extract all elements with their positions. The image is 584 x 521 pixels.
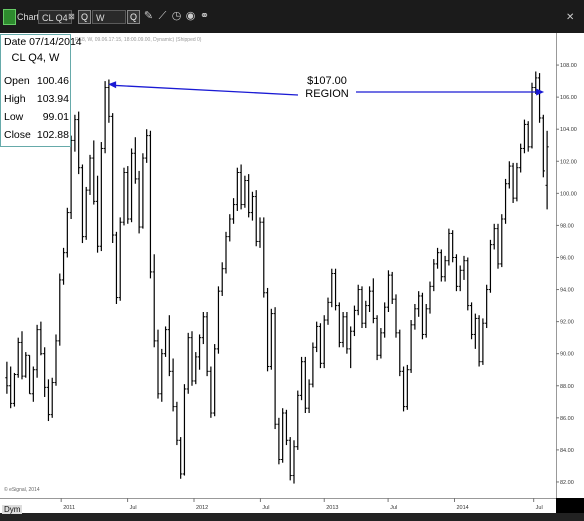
x-tick-label: 2011: [63, 505, 75, 511]
plot-area[interactable]: [0, 33, 556, 498]
x-tick-label: Jul: [390, 505, 397, 511]
close-icon[interactable]: ✕: [566, 12, 575, 23]
x-tick-label: Jul: [130, 505, 137, 511]
data-window-symbol: CL Q4, W: [11, 52, 60, 64]
y-tick-label: 92.00: [560, 320, 574, 326]
y-axis: [556, 33, 584, 498]
data-window-row-low: Low 99.01: [4, 111, 69, 126]
row-value: 100.46: [36, 75, 69, 87]
row-label: Open: [4, 75, 30, 87]
x-axis: [0, 498, 556, 513]
row-value: 103.94: [36, 93, 69, 105]
y-tick-label: 90.00: [560, 352, 574, 358]
data-window-row-open: Open 100.46: [4, 75, 69, 90]
x-tick-label: 2014: [457, 505, 469, 511]
data-window: Date 07/14/2014 CL Q4, W Open 100.46 Hig…: [0, 34, 82, 147]
chart-toolbar: Chart CL Q4 ⊠ Q W Q ✎ ⟋ ◷ ◉ ⚭ ✕: [0, 0, 584, 34]
y-tick-label: 86.00: [560, 416, 574, 422]
x-tick-label: 2012: [196, 505, 208, 511]
link-icon[interactable]: ⚭: [199, 10, 210, 22]
row-label: Low: [4, 111, 24, 123]
clock-icon[interactable]: ◷: [171, 10, 182, 22]
status-bar: [0, 513, 584, 521]
annotation-price: $107.00: [307, 75, 347, 87]
copyright-text: © eSignal, 2014: [4, 487, 40, 493]
y-tick-label: 88.00: [560, 384, 574, 390]
annotation-arrowhead-left: [108, 81, 117, 89]
symbol-dropdown-icon[interactable]: ⊠: [68, 12, 75, 21]
row-label: Close: [4, 129, 31, 141]
annotation-label: REGION: [305, 88, 349, 100]
chart-header-line: RE8, W, 09.06.17:15, 18:00.09.00, Dynami…: [75, 37, 202, 43]
pencil-icon[interactable]: ✎: [143, 10, 154, 22]
y-tick-label: 84.00: [560, 448, 574, 454]
circle-icon[interactable]: ◉: [185, 10, 196, 22]
app-logo-icon: [3, 9, 16, 25]
y-tick-label: 100.00: [560, 191, 577, 197]
window-title: Chart: [17, 12, 40, 22]
row-label: High: [4, 93, 26, 105]
y-tick-label: 104.00: [560, 127, 577, 133]
row-value: 102.88: [36, 129, 69, 141]
y-tick-label: 98.00: [560, 223, 574, 229]
interval-input[interactable]: W: [92, 10, 126, 24]
y-tick-label: 108.00: [560, 63, 577, 69]
symbol-search-button[interactable]: Q: [78, 10, 91, 24]
x-tick-label: 2013: [326, 505, 338, 511]
draw-icon[interactable]: ⟋: [158, 10, 167, 22]
y-tick-label: 94.00: [560, 288, 574, 294]
row-value: 99.01: [42, 111, 69, 123]
symbol-input[interactable]: CL Q4: [38, 10, 72, 24]
interval-search-button[interactable]: Q: [127, 10, 140, 24]
y-tick-label: 96.00: [560, 255, 574, 261]
data-window-row-close: Close 102.88: [4, 129, 69, 144]
x-tick-label: Jul: [262, 505, 269, 511]
y-tick-label: 106.00: [560, 95, 577, 101]
annotation-arrow-left: [113, 84, 299, 96]
region-annotation: $107.00 REGION: [298, 75, 356, 101]
y-tick-label: 102.00: [560, 159, 577, 165]
data-window-date: Date 07/14/2014: [4, 36, 82, 48]
x-tick-label: Jul: [536, 505, 543, 511]
y-tick-label: 82.00: [560, 480, 574, 486]
annotation-arrowhead-right: [536, 88, 545, 96]
data-window-row-high: High 103.94: [4, 93, 69, 108]
status-label[interactable]: Dym: [2, 505, 23, 514]
